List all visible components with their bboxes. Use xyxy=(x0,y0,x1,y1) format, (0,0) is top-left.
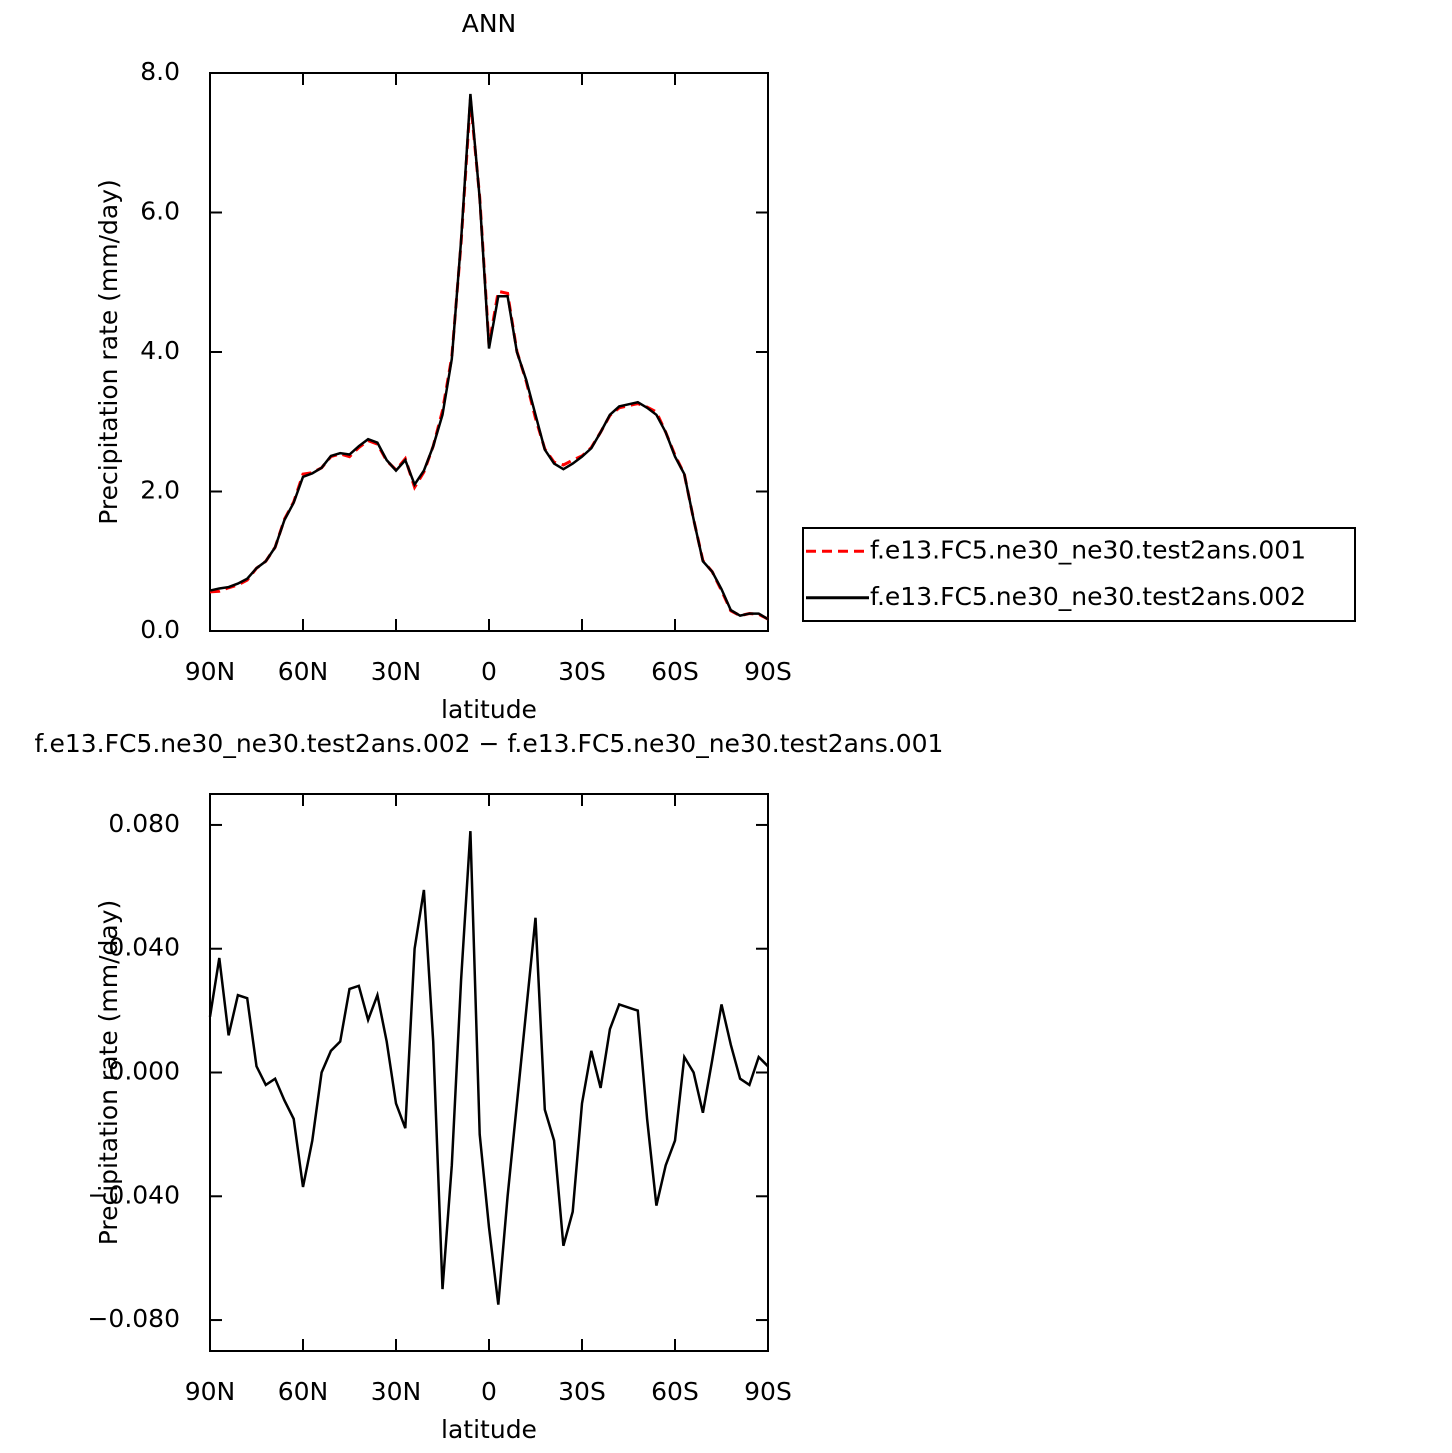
x-tick-label: 0 xyxy=(481,1377,497,1406)
y-tick-label: 4.0 xyxy=(140,336,180,365)
x-tick-label: 90S xyxy=(744,657,792,686)
series-line xyxy=(208,831,769,1305)
y-tick-label: 8.0 xyxy=(140,57,180,86)
x-tick-label: 90N xyxy=(185,657,236,686)
x-tick-label: 30N xyxy=(371,1377,422,1406)
plot-frame xyxy=(209,793,769,1352)
chart-title: f.e13.FC5.ne30_ne30.test2ans.002 − f.e13… xyxy=(35,729,944,758)
x-tick-label: 0 xyxy=(481,657,497,686)
x-tick-label: 90N xyxy=(185,1377,236,1406)
legend-label: f.e13.FC5.ne30_ne30.test2ans.001 xyxy=(870,535,1306,564)
chart-title: ANN xyxy=(462,9,517,38)
legend-box xyxy=(802,527,1356,622)
y-axis-label: Precipitation rate (mm/day) xyxy=(94,179,123,525)
y-tick-label: 0.080 xyxy=(108,809,180,838)
x-tick-label: 60N xyxy=(278,1377,329,1406)
legend-label: f.e13.FC5.ne30_ne30.test2ans.002 xyxy=(870,582,1306,611)
x-tick-label: 30S xyxy=(558,657,606,686)
x-tick-label: 60N xyxy=(278,657,329,686)
plot-frame xyxy=(209,72,769,632)
x-tick-label: 90S xyxy=(744,1377,792,1406)
x-tick-label: 30N xyxy=(371,657,422,686)
x-axis-label: latitude xyxy=(441,1415,537,1444)
y-tick-label: 0.040 xyxy=(108,933,180,962)
y-tick-label: 6.0 xyxy=(140,197,180,226)
y-tick-label: 0.000 xyxy=(108,1057,180,1086)
y-tick-label: 0.0 xyxy=(140,615,180,644)
y-tick-label: 2.0 xyxy=(140,476,180,505)
x-tick-label: 60S xyxy=(651,1377,699,1406)
series-line xyxy=(209,93,769,621)
x-tick-label: 30S xyxy=(558,1377,606,1406)
series-line xyxy=(209,99,769,621)
x-axis-label: latitude xyxy=(441,695,537,724)
y-axis-label: Precipitation rate (mm/day) xyxy=(94,900,123,1246)
y-tick-label: −0.080 xyxy=(87,1304,180,1333)
x-tick-label: 60S xyxy=(651,657,699,686)
y-tick-label: −0.040 xyxy=(87,1180,180,1209)
